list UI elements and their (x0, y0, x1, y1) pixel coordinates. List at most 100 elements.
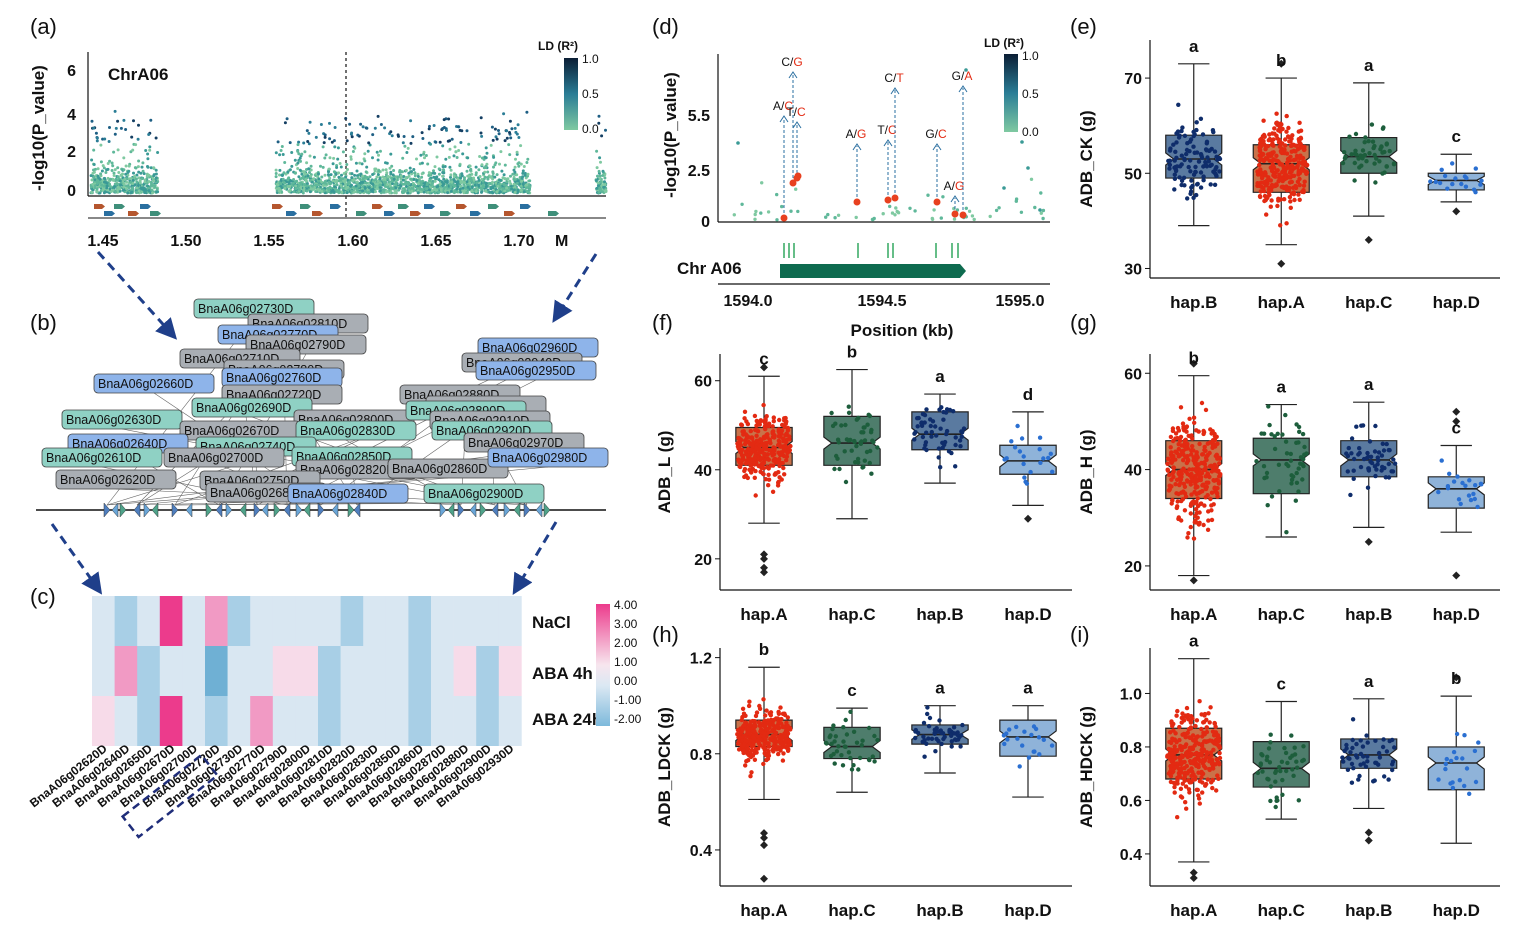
data-point (1439, 167, 1444, 172)
data-point (1293, 149, 1298, 154)
b-gene-arrow (491, 502, 499, 518)
d-point (766, 210, 771, 214)
data-point (913, 727, 918, 733)
data-point (782, 448, 787, 453)
d-xtick-0: 1594.0 (724, 293, 773, 310)
data-point (1291, 142, 1297, 148)
data-point (1191, 144, 1196, 149)
data-point (1178, 434, 1184, 440)
a-point (451, 183, 455, 187)
heatmap-cell (340, 596, 364, 646)
a-point (601, 174, 605, 177)
a-point (355, 180, 359, 184)
data-point (786, 747, 791, 752)
a-point (354, 184, 358, 188)
significance-letter: a (935, 367, 945, 386)
d-point (1041, 216, 1045, 221)
a-point (508, 119, 512, 123)
a-point (349, 184, 353, 188)
data-point (1201, 467, 1207, 473)
data-point (1373, 423, 1378, 429)
data-point (1169, 450, 1174, 455)
a-point (93, 167, 97, 171)
a-point (333, 180, 337, 184)
a-point (106, 176, 110, 180)
a-point (483, 175, 487, 179)
a-point (433, 165, 437, 169)
data-point (1264, 470, 1270, 476)
data-point (849, 448, 854, 453)
data-point (754, 438, 759, 443)
data-point (1293, 185, 1299, 190)
data-point (1450, 161, 1455, 166)
significance-letter: d (1023, 385, 1033, 404)
data-point (1453, 176, 1458, 181)
data-point (1478, 182, 1483, 187)
heatmap-cell (159, 646, 183, 696)
a-point (303, 183, 307, 187)
data-point (1211, 733, 1217, 738)
snp-arrowhead (883, 139, 893, 147)
data-point (920, 434, 926, 440)
data-point (1199, 775, 1204, 780)
a-point (327, 188, 331, 192)
a-point (382, 180, 386, 184)
a-point (320, 175, 324, 179)
data-point (929, 429, 934, 435)
a-point (473, 183, 477, 187)
data-point (1261, 118, 1266, 123)
a-point (595, 186, 599, 190)
a-point (114, 126, 118, 130)
b-gene-arrow (185, 502, 193, 518)
a-point (406, 146, 410, 150)
snp-allele-label: G/C (925, 127, 947, 141)
a-point (375, 175, 379, 179)
data-point (742, 474, 747, 480)
b-gene-arrow (457, 502, 465, 518)
data-point (934, 726, 939, 731)
a-point (376, 114, 380, 118)
data-point (1172, 172, 1178, 177)
data-point (758, 419, 763, 424)
data-point (1215, 494, 1220, 499)
data-point (753, 748, 758, 753)
a-point (378, 183, 382, 187)
data-point (1200, 489, 1205, 494)
data-point (1201, 164, 1206, 169)
a-point (399, 180, 403, 184)
data-point (1199, 400, 1205, 406)
a-point (449, 168, 453, 172)
heatmap-cell (318, 696, 341, 746)
data-point (1266, 404, 1271, 409)
ytick-label: 60 (1124, 366, 1142, 383)
data-point (955, 732, 960, 738)
a-point (513, 126, 517, 130)
snp-allele-label: C/T (884, 71, 904, 85)
data-point (1204, 725, 1210, 730)
a-point (288, 168, 292, 172)
a-point (110, 169, 114, 172)
significance-letter: c (759, 349, 768, 368)
data-point (1212, 720, 1217, 726)
data-point (1367, 151, 1372, 156)
a-point (402, 175, 406, 178)
a-point (501, 176, 505, 180)
panel-label-i: (i) (1070, 622, 1090, 647)
a-point (480, 187, 484, 191)
data-point (762, 442, 767, 447)
a-point (135, 190, 139, 194)
data-point (1179, 747, 1184, 753)
a-gene-glyph (356, 211, 367, 216)
a-point (333, 145, 337, 149)
data-point (1031, 749, 1036, 754)
data-point (1165, 468, 1171, 473)
data-point (1260, 769, 1265, 774)
a-point (420, 172, 424, 176)
a-point (274, 151, 278, 155)
a-point (116, 166, 120, 170)
data-point (1369, 460, 1375, 466)
data-point (1213, 724, 1218, 729)
data-point (1272, 446, 1278, 452)
a-point (298, 177, 302, 181)
data-point (1185, 479, 1190, 484)
